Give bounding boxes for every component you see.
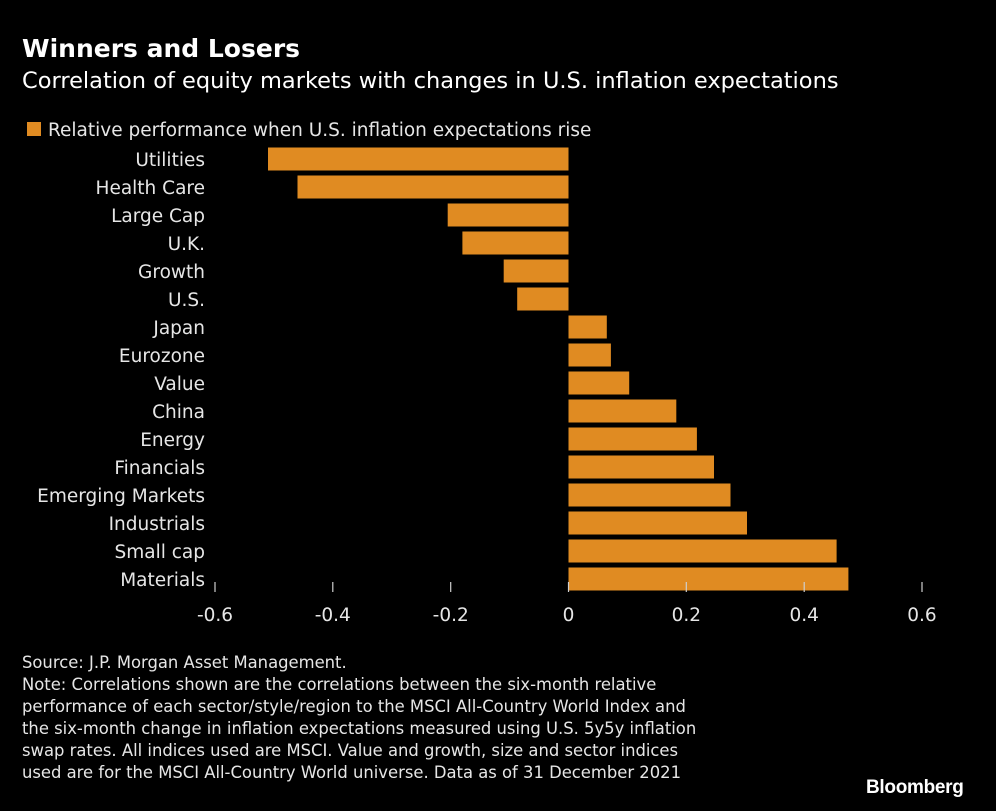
x-tick-label: 0.2 xyxy=(672,605,701,626)
category-label: Large Cap xyxy=(111,206,205,227)
chart-subtitle: Correlation of equity markets with chang… xyxy=(22,68,839,94)
bar xyxy=(297,175,569,199)
bars-group xyxy=(268,147,849,591)
category-label: Health Care xyxy=(96,178,205,199)
bar xyxy=(568,343,611,367)
bar xyxy=(503,259,569,283)
category-label: Energy xyxy=(140,430,205,451)
x-tick-label: -0.6 xyxy=(197,605,233,626)
bar xyxy=(568,455,714,479)
chart-legend: Relative performance when U.S. inflation… xyxy=(27,120,591,141)
category-label: Growth xyxy=(138,262,205,283)
category-label: Eurozone xyxy=(119,346,205,367)
category-label: Emerging Markets xyxy=(37,486,205,507)
note-line: Note: Correlations shown are the correla… xyxy=(22,675,657,694)
bar xyxy=(568,511,747,535)
bar xyxy=(568,427,697,451)
bar xyxy=(268,147,569,171)
x-tick-label: 0 xyxy=(563,605,575,626)
category-label: Materials xyxy=(120,570,205,591)
note-line: used are for the MSCI All-Country World … xyxy=(22,763,682,782)
bar xyxy=(462,231,569,255)
x-tick-label: 0.4 xyxy=(789,605,818,626)
bar xyxy=(568,539,837,563)
chart-title: Winners and Losers xyxy=(22,34,301,63)
bar xyxy=(447,203,569,227)
legend-swatch xyxy=(27,122,41,136)
bar xyxy=(568,315,607,339)
note-line: performance of each sector/style/region … xyxy=(22,697,686,716)
x-axis: -0.6 -0.4 -0.2 0 0.2 0.4 0.6 xyxy=(197,582,937,626)
bar xyxy=(568,483,731,507)
category-label: Financials xyxy=(114,458,205,479)
note-line: swap rates. All indices used are MSCI. V… xyxy=(22,741,679,760)
legend-label: Relative performance when U.S. inflation… xyxy=(48,120,591,141)
bar xyxy=(568,399,677,423)
note-line: the six-month change in inflation expect… xyxy=(22,719,697,738)
category-labels: Utilities Health Care Large Cap U.K. Growth U… xyxy=(37,150,205,591)
category-label: Value xyxy=(154,374,205,395)
bloomberg-logo: Bloomberg xyxy=(866,777,964,798)
category-label: Japan xyxy=(152,318,205,339)
category-label: Small cap xyxy=(114,542,205,563)
bar xyxy=(517,287,569,311)
bar xyxy=(568,371,630,395)
category-label: China xyxy=(152,402,205,423)
bar-chart: Relative performance when U.S. inflation… xyxy=(27,120,937,626)
category-label: U.S. xyxy=(168,290,205,311)
category-label: Utilities xyxy=(135,150,205,171)
x-tick-label: 0.6 xyxy=(907,605,936,626)
x-tick-label: -0.2 xyxy=(433,605,469,626)
x-tick-label: -0.4 xyxy=(315,605,351,626)
source-note: Source: J.P. Morgan Asset Management. xyxy=(22,653,347,672)
footer-notes: Source: J.P. Morgan Asset Management. No… xyxy=(22,652,696,784)
bar xyxy=(568,567,849,591)
category-label: Industrials xyxy=(109,514,205,535)
category-label: U.K. xyxy=(168,234,205,255)
